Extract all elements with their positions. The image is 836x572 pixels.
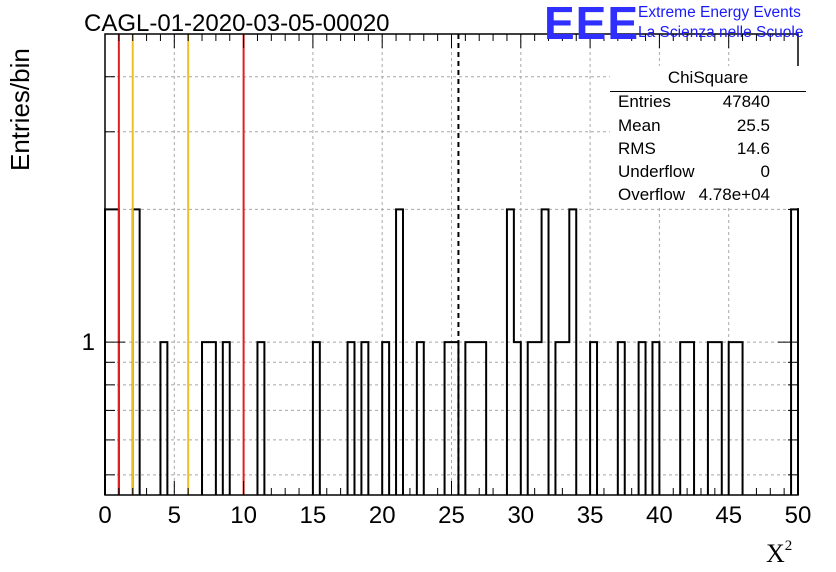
- histogram-bin: [569, 209, 576, 495]
- x-axis-label-base: X: [766, 539, 785, 568]
- histogram-bin: [313, 342, 320, 495]
- x-tick-label: 45: [715, 502, 742, 529]
- stats-value: 25.5: [736, 116, 770, 135]
- stats-label: Overflow: [618, 185, 686, 204]
- stats-value: 47840: [722, 92, 770, 111]
- x-axis-label-superscript: 2: [784, 538, 793, 554]
- x-tick-label: 20: [369, 502, 396, 529]
- histogram-bin: [257, 342, 264, 495]
- x-axis-label: X2: [766, 538, 792, 569]
- x-tick-label: 10: [230, 502, 257, 529]
- histogram-bin: [417, 342, 424, 495]
- histogram-bin: [465, 342, 486, 495]
- histogram-bin: [361, 342, 368, 495]
- histogram-bin: [791, 209, 798, 495]
- x-tick-label: 35: [577, 502, 604, 529]
- stats-row-underflow: Underflow 0: [618, 162, 770, 184]
- histogram-bin: [507, 209, 514, 495]
- stats-row-overflow: Overflow 4.78e+04: [618, 185, 770, 207]
- stats-label: RMS: [618, 139, 656, 158]
- histogram-bin: [202, 342, 216, 495]
- histogram-bin: [528, 342, 542, 495]
- stats-value: 4.78e+04: [698, 185, 770, 204]
- histogram-bin: [618, 342, 625, 495]
- histogram-bin: [729, 342, 743, 495]
- stats-box: ChiSquare Entries 47840 Mean 25.5 RMS 14…: [610, 66, 806, 208]
- stats-row-entries: Entries 47840: [618, 92, 770, 114]
- histogram-bin: [555, 342, 569, 495]
- x-tick-label: 50: [785, 502, 812, 529]
- histogram-bin: [105, 209, 119, 495]
- histogram-bin: [680, 342, 694, 495]
- histogram-bin: [382, 342, 389, 495]
- eee-logo: EEE: [544, 0, 640, 49]
- stats-row-mean: Mean 25.5: [618, 116, 770, 138]
- histogram-bin: [590, 342, 597, 495]
- x-tick-label: 30: [507, 502, 534, 529]
- histogram-bin: [542, 209, 549, 495]
- stats-row-rms: RMS 14.6: [618, 139, 770, 161]
- stats-label: Underflow: [618, 162, 695, 181]
- logo-line-1: Extreme Energy Events: [638, 4, 801, 21]
- x-tick-label: 0: [98, 502, 111, 529]
- stats-value: 14.6: [736, 139, 770, 158]
- stats-value: 0: [760, 162, 770, 181]
- x-tick-label: 5: [168, 502, 181, 529]
- histogram-bin: [514, 342, 521, 495]
- histogram-bin: [639, 342, 646, 495]
- stats-title: ChiSquare: [667, 68, 749, 87]
- histogram-bin: [160, 342, 167, 495]
- histogram-bin: [223, 342, 230, 495]
- histogram-bin: [652, 342, 659, 495]
- y-tick-label: 1: [82, 329, 95, 356]
- x-tick-label: 25: [438, 502, 465, 529]
- histogram-bin: [348, 342, 355, 495]
- logo-text: Extreme Energy Events La Scienza nelle S…: [638, 3, 803, 43]
- stats-label: Mean: [618, 116, 661, 135]
- x-tick-label: 15: [300, 502, 327, 529]
- histogram-bin: [133, 209, 140, 495]
- histogram-bin: [708, 342, 722, 495]
- logo-line-2: La Scienza nelle Scuole: [638, 24, 804, 41]
- histogram-bin: [396, 209, 403, 495]
- stats-label: Entries: [618, 92, 671, 111]
- y-axis-label: Entries/bin: [5, 48, 35, 171]
- histogram-bin: [445, 342, 459, 495]
- x-tick-label: 40: [646, 502, 673, 529]
- stats-divider: [610, 91, 806, 92]
- chart-title: CAGL-01-2020-03-05-00020: [84, 10, 390, 37]
